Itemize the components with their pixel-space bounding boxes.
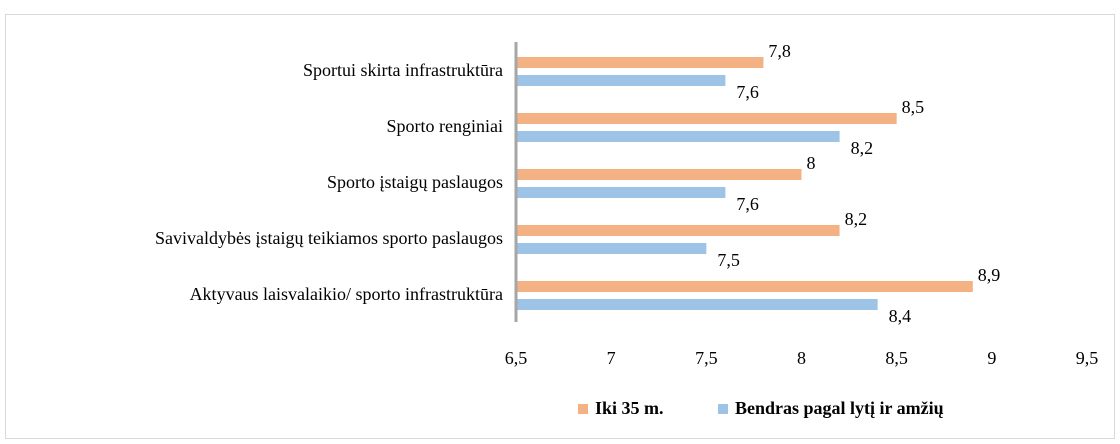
category-label: Savivaldybės įstaigų teikiamos sporto pa… (155, 228, 503, 248)
category-label: Sporto įstaigų paslaugos (327, 172, 503, 192)
x-tick-label: 7 (607, 348, 616, 368)
bar (516, 113, 897, 124)
legend-swatch (718, 404, 728, 414)
legend-label: Bendras pagal lytį ir amžių (735, 398, 944, 418)
value-label: 8,2 (845, 209, 868, 229)
bar (516, 169, 802, 180)
bar (516, 281, 973, 292)
bar (516, 75, 726, 86)
category-label: Sporto renginiai (387, 116, 503, 136)
x-tick-label: 8,5 (885, 348, 908, 368)
x-tick-label: 8 (797, 348, 806, 368)
value-label: 7,5 (717, 250, 740, 270)
x-tick-label: 7,5 (695, 348, 718, 368)
bar (516, 57, 764, 68)
value-label: 8,4 (889, 306, 912, 326)
x-tick-label: 6,5 (505, 348, 528, 368)
value-label: 8,2 (851, 138, 874, 158)
category-label: Sportui skirta infrastruktūra (303, 60, 503, 80)
value-label: 8,5 (902, 97, 925, 117)
value-label: 7,6 (736, 82, 759, 102)
value-label: 7,8 (768, 41, 791, 61)
bar (516, 299, 878, 310)
value-label: 8 (807, 153, 816, 173)
bar (516, 243, 707, 254)
legend-swatch (578, 404, 588, 414)
x-tick-label: 9 (987, 348, 996, 368)
category-label: Aktyvaus laisvalaikio/ sporto infrastruk… (190, 284, 503, 304)
bar (516, 225, 840, 236)
legend-label: Iki 35 m. (595, 398, 664, 418)
x-tick-label: 9,5 (1076, 348, 1099, 368)
value-label: 7,6 (736, 194, 759, 214)
value-label: 8,9 (978, 265, 1001, 285)
bar (516, 187, 726, 198)
bar (516, 131, 840, 142)
